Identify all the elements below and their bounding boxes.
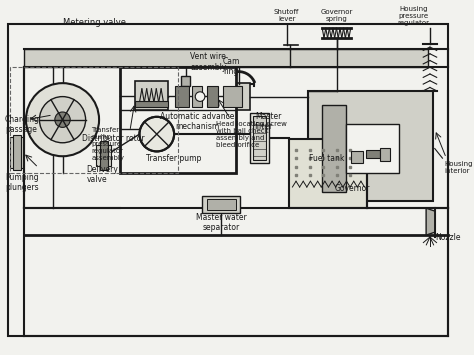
Bar: [250, 113, 269, 163]
Text: Shutoff
lever: Shutoff lever: [274, 9, 299, 22]
Bar: [207, 198, 236, 210]
Bar: [308, 91, 433, 201]
Circle shape: [139, 117, 174, 152]
Bar: [120, 67, 236, 173]
Text: Transfer
pump
pressure
regulator
assembly: Transfer pump pressure regulator assembl…: [91, 127, 124, 161]
Bar: [13, 135, 21, 170]
Text: Automatic advance
mechanism: Automatic advance mechanism: [160, 112, 234, 131]
Bar: [346, 125, 399, 173]
Text: Transfer pump: Transfer pump: [146, 154, 201, 163]
Text: Fuel tank: Fuel tank: [310, 154, 345, 163]
Bar: [175, 86, 189, 107]
Text: Delivery
valve: Delivery valve: [87, 165, 118, 184]
Text: Metering valve: Metering valve: [63, 18, 126, 27]
Text: Governor: Governor: [335, 185, 370, 193]
Bar: [168, 83, 250, 110]
Text: Master
filter: Master filter: [255, 112, 281, 131]
Text: Pumping
plungers: Pumping plungers: [5, 173, 38, 192]
Polygon shape: [426, 208, 435, 235]
Bar: [380, 148, 390, 161]
Bar: [223, 86, 242, 107]
Text: Cam
ring: Cam ring: [222, 57, 239, 76]
Circle shape: [26, 83, 99, 156]
Text: Housing
pressure
regulator: Housing pressure regulator: [398, 6, 429, 26]
Text: Master water
separator: Master water separator: [196, 213, 246, 232]
Bar: [24, 49, 428, 67]
Text: Governor
spring: Governor spring: [320, 9, 353, 22]
Circle shape: [55, 112, 70, 127]
Circle shape: [195, 92, 205, 102]
Text: Housing
interior: Housing interior: [445, 161, 473, 174]
Bar: [135, 81, 168, 110]
Bar: [322, 105, 346, 192]
Bar: [351, 152, 363, 163]
Text: Head locating screw
with ball check
assembly and
bleed orifice: Head locating screw with ball check asse…: [217, 121, 287, 148]
Bar: [289, 139, 367, 208]
Bar: [100, 141, 108, 170]
Text: Vent wire
assembly: Vent wire assembly: [191, 52, 227, 72]
Text: Charging
passage: Charging passage: [5, 115, 40, 134]
Bar: [96, 145, 110, 166]
Bar: [253, 116, 266, 160]
Circle shape: [39, 97, 86, 143]
Bar: [181, 76, 191, 86]
Bar: [9, 137, 23, 168]
Bar: [9, 67, 178, 173]
Bar: [207, 86, 219, 107]
Bar: [365, 151, 380, 158]
Text: Nozzle: Nozzle: [435, 233, 460, 241]
Bar: [192, 86, 202, 107]
Bar: [202, 196, 240, 213]
Bar: [135, 102, 168, 107]
Text: Distributor rotor: Distributor rotor: [82, 135, 145, 143]
